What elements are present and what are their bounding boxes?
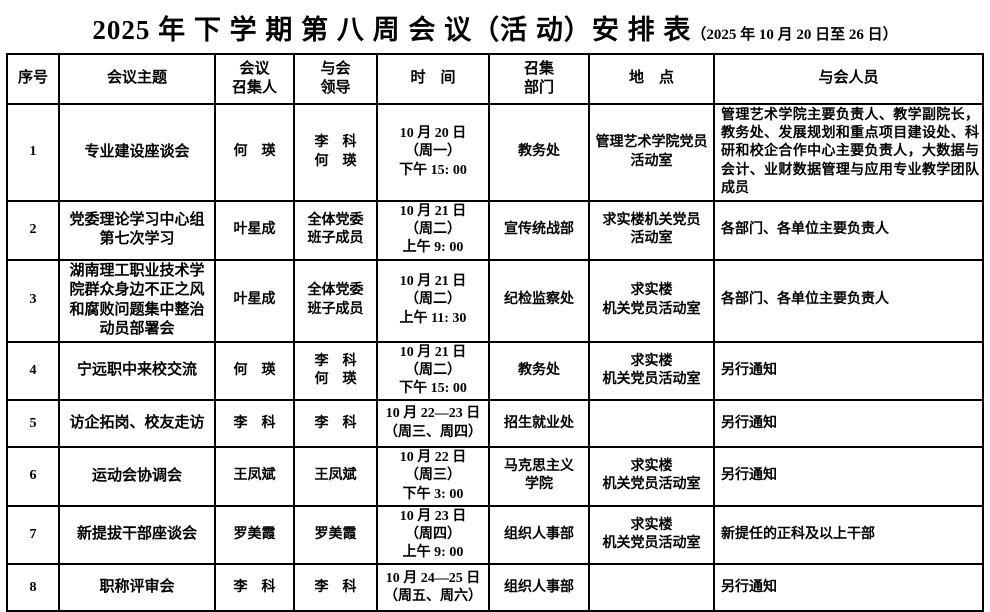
cell-department: 招生就业处	[488, 399, 590, 449]
cell-seq: 4	[6, 340, 60, 402]
page-title-main: 2025 年 下 学 期 第 八 周 会 议（活 动）安 排 表	[92, 15, 692, 45]
page-title-date-range: （2025 年 10 月 20 日至 26 日）	[691, 27, 898, 43]
cell-seq: 2	[6, 200, 60, 261]
page-title: 2025 年 下 学 期 第 八 周 会 议（活 动）安 排 表（2025 年 …	[0, 0, 990, 47]
table-row: 7 新提拔干部座谈会 罗美霞 罗美霞 10 月 23 日 （周四） 上午 9: …	[6, 504, 984, 566]
cell-attendees: 另行通知	[713, 563, 984, 612]
header-location: 地 点	[588, 53, 715, 105]
cell-convener: 何 瑛	[214, 103, 295, 202]
cell-time: 10 月 24—25 日 （周五、周六）	[376, 563, 490, 612]
header-leaders: 与会 领导	[293, 53, 378, 105]
cell-seq: 6	[6, 446, 60, 507]
header-row: 序号 会议主题 会议 召集人 与会 领导 时 间 召集 部门 地 点 与会人员	[6, 53, 984, 105]
cell-leaders: 全体党委 班子成员	[293, 258, 378, 343]
cell-convener: 罗美霞	[214, 504, 295, 566]
cell-convener: 王凤斌	[214, 446, 295, 507]
cell-leaders: 全体党委 班子成员	[293, 200, 378, 261]
cell-topic: 运动会协调会	[58, 446, 216, 507]
cell-leaders: 李 科 何 瑛	[293, 340, 378, 402]
cell-leaders: 李 科 何 瑛	[293, 103, 378, 202]
cell-department: 马克思主义 学院	[488, 446, 590, 507]
header-time: 时 间	[376, 53, 490, 105]
cell-department: 组织人事部	[488, 563, 590, 612]
header-seq: 序号	[6, 53, 60, 105]
table-row: 8 职称评审会 李 科 李 科 10 月 24—25 日 （周五、周六） 组织人…	[6, 563, 984, 612]
cell-topic: 宁远职中来校交流	[58, 340, 216, 402]
table-row: 1 专业建设座谈会 何 瑛 李 科 何 瑛 10 月 20 日 （周一） 下午 …	[6, 103, 984, 202]
cell-leaders: 王凤斌	[293, 446, 378, 507]
cell-convener: 何 瑛	[214, 340, 295, 402]
cell-topic: 湖南理工职业技术学 院群众身边不正之风 和腐败问题集中整治 动员部署会	[58, 258, 216, 343]
cell-topic: 访企拓岗、校友走访	[58, 399, 216, 449]
cell-time: 10 月 21 日 （周二） 下午 15: 00	[376, 340, 490, 402]
cell-seq: 1	[6, 103, 60, 202]
cell-attendees: 另行通知	[713, 340, 984, 402]
cell-department: 教务处	[488, 340, 590, 402]
cell-location: 管理艺术学院党员活动室	[588, 103, 715, 202]
cell-time: 10 月 22—23 日 （周三、周四）	[376, 399, 490, 449]
cell-convener: 叶星成	[214, 200, 295, 261]
cell-location	[588, 399, 715, 449]
cell-seq: 3	[6, 258, 60, 343]
cell-time: 10 月 22 日 （周三） 下午 3: 00	[376, 446, 490, 507]
cell-department: 组织人事部	[488, 504, 590, 566]
cell-attendees: 各部门、各单位主要负责人	[713, 200, 984, 261]
cell-location: 求实楼机关党员 活动室	[588, 200, 715, 261]
cell-seq: 5	[6, 399, 60, 449]
table-row: 4 宁远职中来校交流 何 瑛 李 科 何 瑛 10 月 21 日 （周二） 下午…	[6, 340, 984, 402]
table-row: 6 运动会协调会 王凤斌 王凤斌 10 月 22 日 （周三） 下午 3: 00…	[6, 446, 984, 507]
cell-location: 求实楼 机关党员活动室	[588, 340, 715, 402]
cell-topic: 专业建设座谈会	[58, 103, 216, 202]
header-topic: 会议主题	[58, 53, 216, 105]
cell-attendees: 新提任的正科及以上干部	[713, 504, 984, 566]
cell-topic: 党委理论学习中心组 第七次学习	[58, 200, 216, 261]
cell-department: 教务处	[488, 103, 590, 202]
cell-location: 求实楼 机关党员活动室	[588, 258, 715, 343]
cell-attendees: 各部门、各单位主要负责人	[713, 258, 984, 343]
cell-leaders: 罗美霞	[293, 504, 378, 566]
cell-department: 宣传统战部	[488, 200, 590, 261]
cell-location: 求实楼 机关党员活动室	[588, 504, 715, 566]
cell-location	[588, 563, 715, 612]
cell-time: 10 月 21 日 （周二） 上午 11: 30	[376, 258, 490, 343]
header-department: 召集 部门	[488, 53, 590, 105]
cell-topic: 新提拔干部座谈会	[58, 504, 216, 566]
cell-seq: 7	[6, 504, 60, 566]
cell-time: 10 月 20 日 （周一） 下午 15: 00	[376, 103, 490, 202]
cell-time: 10 月 21 日 （周二） 上午 9: 00	[376, 200, 490, 261]
cell-leaders: 李 科	[293, 399, 378, 449]
cell-department: 纪检监察处	[488, 258, 590, 343]
cell-location: 求实楼 机关党员活动室	[588, 446, 715, 507]
table-row: 5 访企拓岗、校友走访 李 科 李 科 10 月 22—23 日 （周三、周四）…	[6, 399, 984, 449]
cell-convener: 李 科	[214, 563, 295, 612]
cell-convener: 叶星成	[214, 258, 295, 343]
cell-time: 10 月 23 日 （周四） 上午 9: 00	[376, 504, 490, 566]
cell-attendees: 另行通知	[713, 399, 984, 449]
header-convener: 会议 召集人	[214, 53, 295, 105]
header-attendees: 与会人员	[713, 53, 984, 105]
cell-seq: 8	[6, 563, 60, 612]
meeting-schedule-table: 序号 会议主题 会议 召集人 与会 领导 时 间 召集 部门 地 点 与会人员 …	[6, 53, 984, 612]
table-row: 3 湖南理工职业技术学 院群众身边不正之风 和腐败问题集中整治 动员部署会 叶星…	[6, 258, 984, 343]
cell-leaders: 李 科	[293, 563, 378, 612]
cell-attendees: 管理艺术学院主要负责人、教学副院长，教务处、发展规划和重点项目建设处、科研和校企…	[713, 103, 984, 202]
cell-convener: 李 科	[214, 399, 295, 449]
cell-attendees: 另行通知	[713, 446, 984, 507]
table-row: 2 党委理论学习中心组 第七次学习 叶星成 全体党委 班子成员 10 月 21 …	[6, 200, 984, 261]
cell-topic: 职称评审会	[58, 563, 216, 612]
